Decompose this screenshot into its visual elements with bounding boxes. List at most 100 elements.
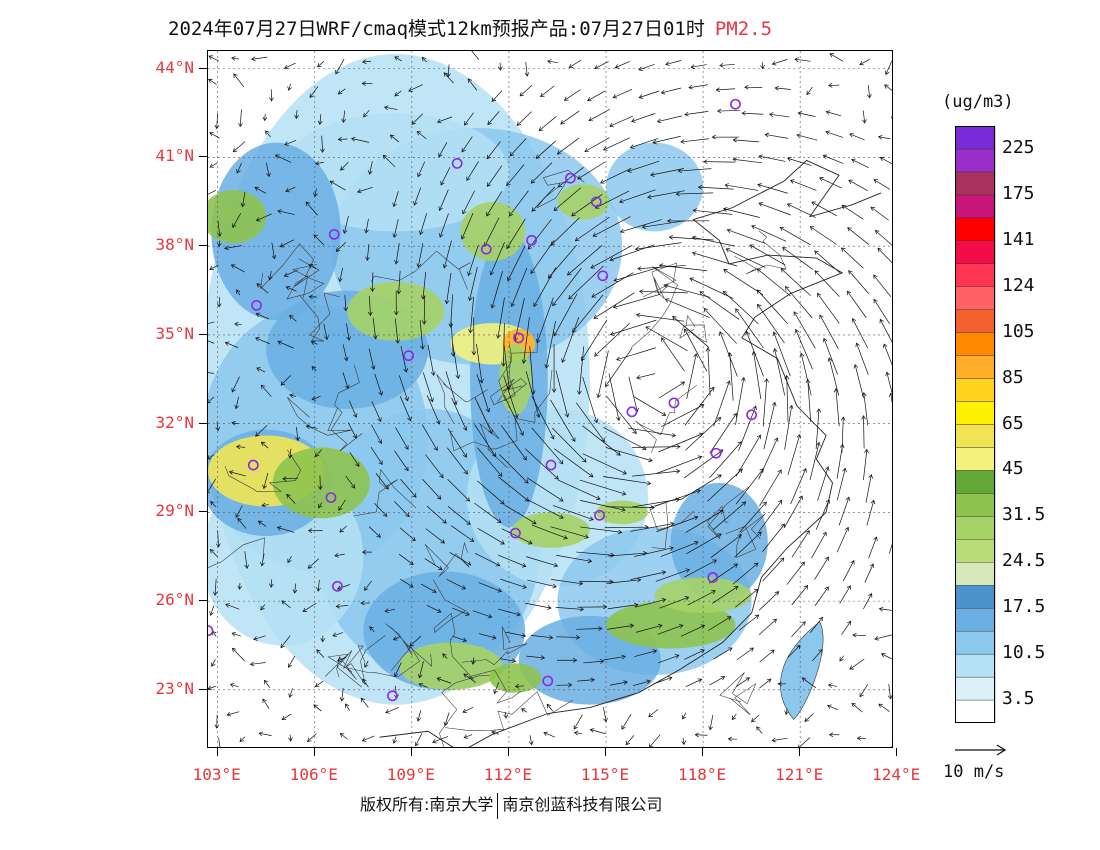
wind-arrow-head — [621, 507, 626, 512]
wind-arrow-shaft — [811, 201, 837, 217]
wind-arrow-head — [369, 626, 374, 631]
wind-arrow-head — [231, 420, 236, 426]
colorbar-cell — [955, 607, 996, 632]
species-label: PM2.5 — [714, 18, 773, 40]
wind-arrow-shaft — [784, 405, 793, 450]
wind-arrow-shaft — [426, 395, 440, 425]
wind-arrow-head — [732, 157, 737, 162]
wind-arrow-shaft — [342, 372, 349, 389]
wind-arrow-head — [851, 158, 856, 163]
wind-arrow-shaft — [421, 57, 427, 63]
wind-arrow-head — [383, 105, 389, 111]
wind-arrow-head — [784, 374, 790, 380]
wind-arrow-head — [392, 233, 398, 238]
wind-arrow-shaft — [588, 109, 610, 121]
wind-arrow-head — [688, 84, 693, 90]
wind-arrow-shaft — [676, 192, 714, 195]
wind-arrow-head — [846, 290, 852, 296]
wind-arrow-shaft — [723, 291, 759, 325]
wind-arrow-shaft — [877, 248, 892, 264]
wind-arrow-shaft — [311, 366, 317, 372]
latitude-label: 38°N — [155, 235, 194, 255]
wind-arrow-shaft — [256, 213, 272, 221]
wind-arrow-head — [429, 397, 434, 403]
wind-arrow-head — [367, 170, 373, 175]
wind-arrow-shaft — [261, 504, 269, 506]
wind-arrow-head — [801, 677, 807, 682]
wind-arrow-shaft — [849, 658, 865, 670]
wind-arrow-shaft — [603, 137, 630, 151]
wind-arrow-shaft — [218, 737, 221, 747]
wind-arrow-head — [509, 211, 514, 217]
wind-arrow-shaft — [838, 497, 850, 526]
wind-arrow-shaft — [261, 384, 272, 397]
wind-arrow-shaft — [225, 342, 239, 348]
wind-arrow-shaft — [659, 264, 708, 272]
boundary-line — [385, 623, 433, 672]
wind-arrow-head — [753, 588, 759, 594]
wind-arrow-head — [255, 432, 260, 437]
wind-arrow-shaft — [733, 158, 762, 164]
wind-arrow-head — [540, 92, 545, 98]
wind-arrow-shaft — [208, 189, 217, 195]
wind-arrow-head — [756, 726, 761, 731]
wind-arrow-head — [712, 559, 717, 564]
wind-arrow-shaft — [734, 531, 762, 558]
wind-arrow-shaft — [447, 64, 450, 77]
wind-arrow-shaft — [339, 525, 347, 533]
wind-arrow-shaft — [881, 653, 892, 660]
wind-arrow-shaft — [582, 425, 621, 456]
wind-arrow-head — [563, 96, 569, 101]
wind-arrow-shaft — [426, 505, 447, 524]
wind-arrow-head — [650, 505, 655, 510]
wind-arrow-shaft — [684, 328, 708, 372]
wind-arrow-head — [405, 512, 410, 518]
longitude-label: 115°E — [580, 765, 630, 784]
wind-arrow-shaft — [437, 677, 452, 684]
wind-arrow-shaft — [315, 449, 323, 457]
wind-arrow-head — [212, 591, 218, 596]
wind-arrow-head — [409, 642, 414, 647]
wind-arrow-head — [582, 458, 587, 463]
wind-arrow-shaft — [523, 317, 530, 364]
wind-arrow-shaft — [315, 161, 324, 165]
wind-arrow-shaft — [531, 524, 568, 539]
wind-arrow-head — [579, 606, 585, 612]
wind-arrow-head — [314, 160, 320, 166]
wind-arrow-shaft — [422, 478, 442, 500]
wind-arrow-shaft — [647, 190, 685, 198]
wind-arrow-head — [262, 698, 267, 704]
longitude-tick — [410, 748, 412, 756]
wind-arrow-head — [224, 341, 230, 346]
wind-arrow-head — [859, 692, 864, 698]
wind-arrow-head — [848, 270, 853, 275]
wind-arrow-head — [471, 351, 477, 356]
wind-arrow-head — [495, 562, 501, 567]
wind-arrow-shaft — [594, 61, 609, 69]
wind-arrow-head — [571, 212, 576, 217]
wind-arrow-shaft — [450, 525, 474, 542]
wind-arrow-head — [605, 382, 610, 388]
wind-arrow-head — [637, 266, 642, 271]
wind-arrow-head — [224, 245, 229, 251]
wind-arrow-head — [598, 626, 603, 631]
wind-arrow-head — [784, 286, 790, 291]
wind-arrow-shaft — [606, 579, 641, 584]
wind-arrow-shaft — [658, 433, 703, 453]
wind-arrow-shaft — [680, 138, 709, 143]
wind-arrow-shaft — [271, 242, 275, 259]
wind-arrow-shaft — [656, 516, 698, 533]
wind-arrow-head — [668, 235, 674, 240]
wind-arrow-head — [827, 704, 832, 709]
colorbar-cell — [955, 699, 996, 723]
wind-arrow-head — [660, 89, 666, 95]
wind-arrow-shaft — [368, 348, 375, 370]
wind-arrow-head — [339, 733, 345, 738]
latitude-label: 44°N — [155, 57, 194, 77]
wind-arrow-head — [614, 64, 620, 69]
wind-arrow-shaft — [409, 635, 422, 647]
wind-arrow-shaft — [836, 527, 849, 553]
wind-arrow-head — [711, 590, 716, 595]
wind-arrow-head — [436, 608, 442, 613]
wind-arrow-shaft — [258, 520, 267, 527]
